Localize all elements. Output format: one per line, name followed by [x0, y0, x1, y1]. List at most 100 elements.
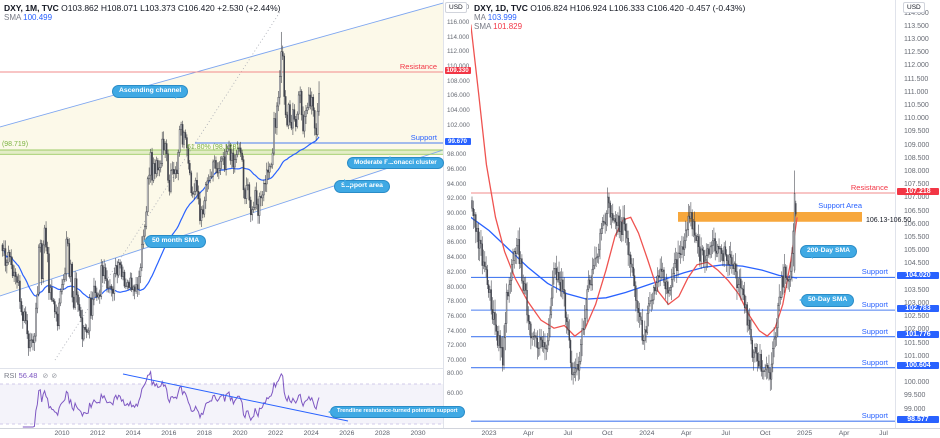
right-sma-legend: SMA 101.829: [474, 22, 522, 31]
price-tick-label: 109.000: [904, 141, 930, 149]
fib-level-label-618: 61.80% (98.128): [187, 144, 239, 151]
right-currency-button[interactable]: USD: [903, 2, 925, 13]
left-currency-button[interactable]: USD: [445, 2, 467, 13]
time-label: 2024: [303, 429, 319, 437]
ascending-channel-callout[interactable]: Ascending channel: [112, 85, 189, 98]
right-ma-legend: MA 103.999: [474, 13, 517, 22]
time-label: 2014: [125, 429, 141, 437]
price-tick-label: 108.000: [447, 77, 470, 85]
left-chart-header: DXY, 1M, TVC O103.862 H108.071 L103.373 …: [4, 3, 280, 13]
level-label: Support: [861, 300, 888, 310]
rsi-legend: RSI 56.48 ⊘ ⊘: [4, 371, 57, 380]
price-tick-label: 102.000: [447, 121, 470, 129]
time-label: 2024: [639, 429, 655, 437]
rsi-tick-label: 80.00: [447, 370, 463, 377]
price-badge: 104.020: [897, 271, 939, 279]
time-label: Apr: [680, 429, 692, 437]
fibonacci-cluster-callout[interactable]: Moderate Fibonacci cluster: [347, 155, 444, 170]
200-day-sma-callout[interactable]: 200-Day SMA: [800, 245, 858, 258]
price-tick-label: 113.000: [904, 35, 929, 43]
rsi-hide-icon[interactable]: ⊘: [42, 372, 49, 380]
right-chart-header: DXY, 1D, TVC O106.824 H106.924 L106.333 …: [474, 3, 745, 13]
price-tick-label: 103.000: [904, 299, 930, 307]
price-tick-label: 86.000: [447, 239, 467, 247]
time-label: 2010: [54, 429, 70, 437]
price-tick-label: 108.500: [904, 154, 930, 162]
left-sma-label: SMA: [4, 13, 21, 22]
price-badge: 102.783: [897, 304, 939, 312]
price-tick-label: 110.500: [904, 101, 929, 109]
time-label: 2012: [90, 429, 106, 437]
left-ohlc: O103.862 H108.071 L103.373 C106.420: [61, 3, 215, 13]
time-label: Jul: [563, 429, 573, 437]
price-tick-label: 110.000: [447, 63, 469, 70]
50-day-sma-callout[interactable]: 50-Day SMA: [798, 294, 855, 307]
price-badge: 100.604: [897, 362, 939, 370]
rsi-title: RSI: [4, 370, 17, 380]
price-tick-label: 74.000: [447, 327, 467, 335]
price-badge: 99.670: [444, 138, 471, 145]
right-ma-value: 103.999: [487, 13, 517, 22]
time-label: 2020: [232, 429, 248, 437]
support-area-callout[interactable]: Support area: [334, 180, 390, 193]
50-month-sma-callout[interactable]: 50 month SMA: [142, 235, 207, 248]
left-sma-value: 100.499: [23, 13, 53, 22]
price-tick-label: 103.500: [904, 286, 930, 294]
time-label: 2025: [797, 429, 813, 437]
support-area-zone-label: Support Area: [818, 201, 862, 210]
time-label: 2026: [339, 429, 355, 437]
right-change: -0.457 (-0.43%): [686, 3, 746, 13]
level-label: Resistance: [850, 183, 888, 193]
level-label: Support: [410, 133, 437, 142]
time-label: Apr: [838, 429, 850, 437]
level-label: Support: [861, 267, 888, 277]
price-tick-label: 110.000: [904, 115, 929, 123]
left-change: +2.530 (+2.44%): [217, 3, 281, 13]
price-tick-label: 84.000: [447, 254, 467, 262]
trendline-support-callout[interactable]: Trendline resistance-turned potential su…: [328, 406, 465, 418]
price-tick-label: 101.500: [904, 339, 930, 347]
price-tick-label: 105.500: [904, 233, 930, 241]
price-tick-label: 114.000: [447, 33, 470, 41]
price-tick-label: 114.000: [904, 9, 929, 17]
price-tick-label: 96.000: [447, 165, 467, 173]
price-tick-label: 72.000: [447, 342, 467, 350]
left-price-axis[interactable]: 118.000116.000114.000112.000110.000108.0…: [443, 0, 471, 428]
price-tick-label: 111.000: [904, 88, 929, 96]
price-tick-label: 98.000: [447, 151, 467, 159]
price-tick-label: 99.000: [904, 405, 926, 413]
time-axis[interactable]: [0, 428, 940, 438]
rsi-pane-divider[interactable]: [0, 368, 470, 369]
fib-level-label-50: 50% (98.719): [0, 141, 29, 148]
price-tick-label: 90.000: [447, 210, 467, 218]
right-ma-label: MA: [474, 13, 486, 22]
time-label: Apr: [523, 429, 534, 437]
price-tick-label: 112.500: [904, 49, 929, 57]
rsi-settings-icon[interactable]: ⊘: [51, 372, 58, 380]
level-label: Support: [861, 326, 888, 336]
monthly-chart-pane: DXY, 1M, TVC O103.862 H108.071 L103.373 …: [0, 0, 470, 438]
daily-chart-canvas[interactable]: [470, 0, 895, 428]
rsi-tick-label: 60.00: [447, 390, 463, 397]
time-label: 2016: [161, 429, 177, 437]
price-tick-label: 112.000: [447, 48, 470, 56]
price-tick-label: 78.000: [447, 298, 467, 306]
time-label: 2018: [196, 429, 212, 437]
monthly-chart-canvas[interactable]: [0, 0, 443, 428]
price-tick-label: 113.500: [904, 22, 929, 30]
rsi-value: 56.48: [18, 370, 38, 380]
price-tick-label: 106.500: [904, 207, 930, 215]
price-tick-label: 100.000: [904, 379, 930, 387]
price-badge: 101.776: [897, 331, 939, 339]
right-price-axis[interactable]: 114.000 113.500 113.000 112.500 112.000 111.5…: [895, 0, 940, 428]
price-badge: 109.330: [444, 67, 471, 74]
price-tick-label: 116.000: [447, 18, 470, 26]
right-symbol: DXY, 1D, TVC: [474, 3, 528, 13]
right-ohlc: O106.824 H106.924 L106.333 C106.420: [530, 3, 684, 13]
time-label: 2028: [374, 429, 390, 437]
support-zone-range-label: 106.13-106.50: [866, 217, 912, 224]
price-tick-label: 105.000: [904, 247, 930, 255]
price-tick-label: 107.500: [904, 181, 930, 189]
level-label: Resistance: [399, 62, 437, 71]
